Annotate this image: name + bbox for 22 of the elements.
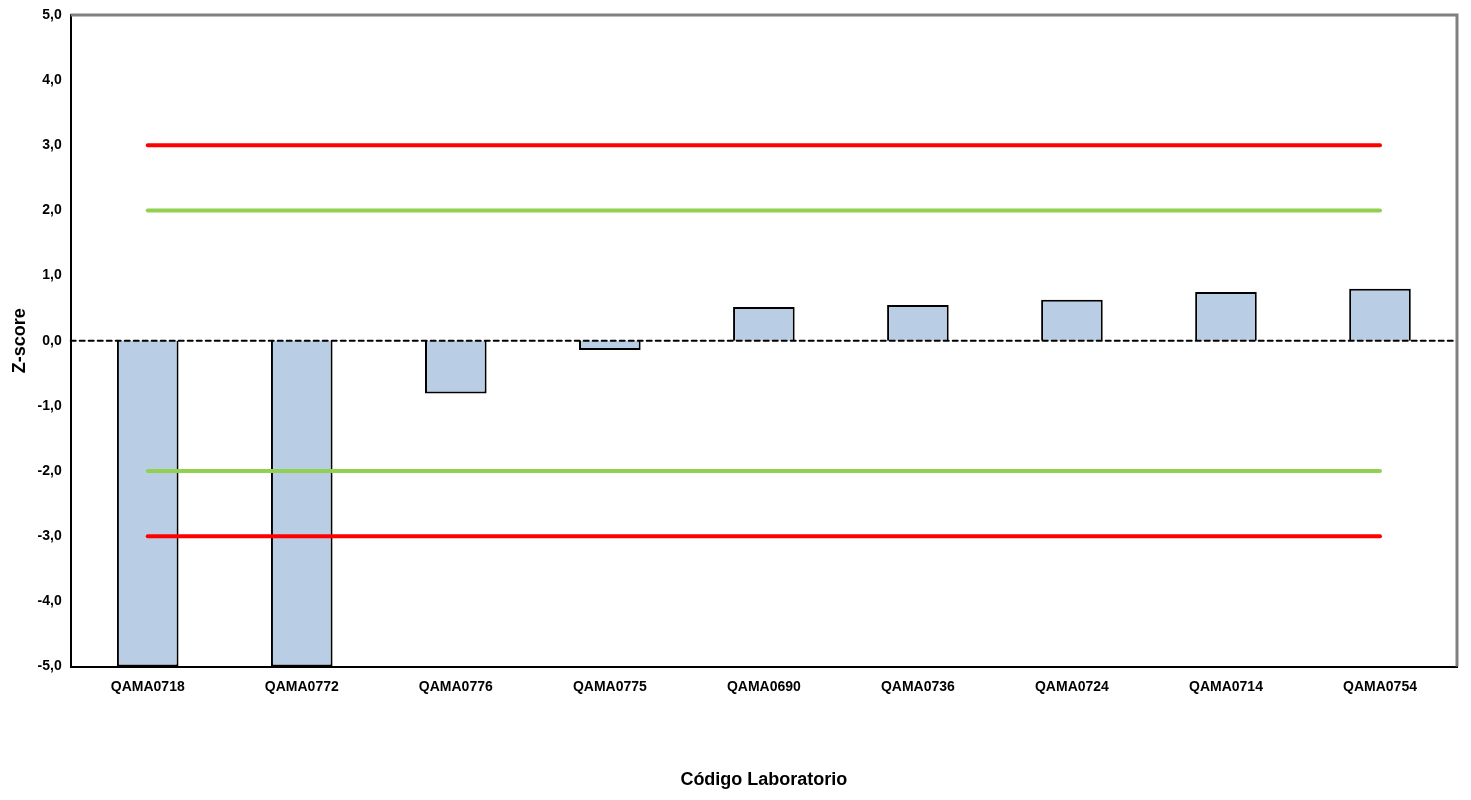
x-tick-label: QAMA0776 [418,677,493,694]
y-tick-label: -3,0 [37,527,62,544]
y-tick-label: -5,0 [37,657,62,674]
x-tick-label: QAMA0690 [726,677,802,694]
y-tick-label: -2,0 [37,461,62,478]
x-tick-label: QAMA0718 [110,677,185,694]
y-tick-label: 1,0 [42,266,62,283]
y-tick-label: 3,0 [42,136,62,153]
x-tick-label: QAMA0754 [1343,677,1418,694]
y-tick-label: 4,0 [42,71,62,88]
x-tick-label: QAMA0775 [572,677,647,694]
y-axis-title: Z-score [8,308,29,374]
x-tick-label: QAMA0724 [1034,677,1110,694]
y-tick-label: 5,0 [42,5,62,22]
y-tick-label: 2,0 [42,201,62,218]
x-tick-label: QAMA0714 [1188,677,1264,694]
x-axis-title: Código Laboratorio [680,769,848,790]
y-tick-label: 0,0 [42,331,62,348]
x-tick-label: QAMA0772 [264,677,339,694]
y-tick-label: -1,0 [37,396,62,413]
y-tick-label: -4,0 [37,592,62,609]
x-tick-label: QAMA0736 [880,677,956,694]
